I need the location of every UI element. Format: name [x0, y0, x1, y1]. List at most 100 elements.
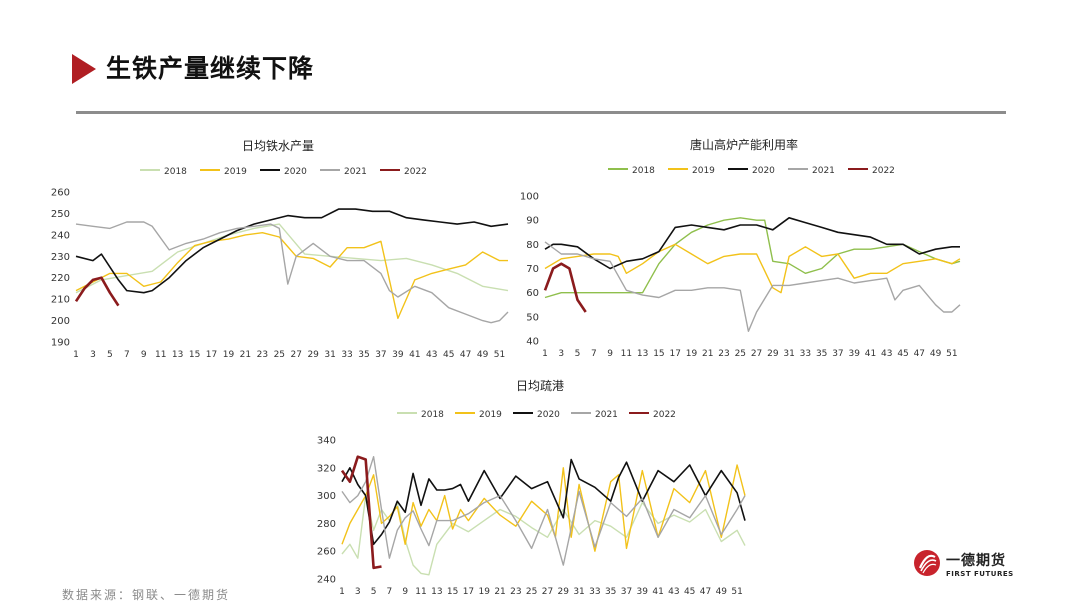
- slide-title-bar: 生铁产量继续下降: [72, 50, 672, 90]
- y-tick-label: 40: [526, 337, 539, 348]
- x-tick-label: 1: [339, 587, 345, 597]
- legend-label-2018: 2018: [421, 410, 444, 420]
- x-tick-label: 51: [946, 349, 957, 359]
- x-tick-label: 29: [307, 350, 319, 360]
- x-tick-label: 1: [73, 350, 79, 360]
- x-tick-label: 47: [914, 349, 925, 359]
- x-tick-label: 5: [107, 350, 113, 360]
- y-tick-label: 220: [51, 273, 70, 284]
- legend-label-2021: 2021: [812, 166, 835, 176]
- x-tick-label: 13: [637, 349, 648, 359]
- x-tick-label: 23: [510, 587, 521, 597]
- x-tick-label: 11: [415, 587, 426, 597]
- page-title: 生铁产量继续下降: [106, 54, 315, 83]
- x-tick-label: 9: [402, 587, 408, 597]
- x-tick-label: 31: [573, 587, 584, 597]
- legend-label-2021: 2021: [595, 410, 618, 420]
- x-tick-label: 23: [257, 350, 268, 360]
- y-tick-label: 260: [51, 188, 70, 199]
- x-tick-label: 31: [783, 349, 794, 359]
- x-tick-label: 3: [355, 587, 361, 597]
- y-tick-label: 80: [526, 240, 539, 251]
- x-tick-label: 47: [700, 587, 711, 597]
- x-tick-label: 41: [652, 587, 663, 597]
- y-tick-label: 190: [51, 338, 70, 349]
- company-logo: 一德期货 FIRST FUTURES: [912, 548, 1022, 580]
- series-line-2018: [544, 217, 961, 299]
- x-tick-label: 31: [324, 350, 335, 360]
- series-line-2021: [341, 455, 746, 566]
- x-tick-label: 35: [605, 587, 616, 597]
- x-tick-label: 45: [897, 349, 908, 359]
- x-tick-label: 35: [358, 350, 369, 360]
- series-line-2020: [341, 458, 746, 546]
- x-tick-label: 41: [409, 350, 420, 360]
- x-tick-label: 7: [591, 349, 597, 359]
- x-tick-label: 29: [767, 349, 779, 359]
- series-line-2020: [544, 217, 960, 270]
- x-tick-label: 47: [460, 350, 471, 360]
- x-tick-label: 35: [816, 349, 827, 359]
- x-tick-label: 19: [479, 587, 491, 597]
- data-source-note: 数据来源：钢联、一德期货: [62, 588, 231, 602]
- x-tick-label: 21: [494, 587, 505, 597]
- series-line-2022: [543, 262, 587, 313]
- y-tick-label: 100: [520, 192, 539, 203]
- chart-title: 日均铁水产量: [242, 139, 314, 153]
- x-tick-label: 9: [141, 350, 147, 360]
- x-tick-label: 5: [575, 349, 581, 359]
- x-tick-label: 5: [371, 587, 377, 597]
- chart-port-clearance: 日均疏港 2018 2019 2020 2021 2022 240 260 280 300 320 3…: [317, 378, 746, 597]
- x-tick-label: 21: [240, 350, 251, 360]
- x-tick-label: 25: [735, 349, 746, 359]
- chart-title: 日均疏港: [516, 378, 564, 393]
- series-line-2020: [75, 208, 509, 294]
- x-tick-label: 19: [686, 349, 698, 359]
- x-tick-label: 11: [155, 350, 166, 360]
- y-tick-label: 250: [51, 209, 70, 220]
- legend-label-2020: 2020: [284, 167, 307, 177]
- y-tick-label: 210: [51, 295, 70, 306]
- x-tick-label: 19: [223, 350, 235, 360]
- legend-label-2022: 2022: [404, 167, 427, 177]
- x-tick-label: 9: [607, 349, 613, 359]
- x-tick-label: 17: [669, 349, 680, 359]
- y-tick-label: 260: [317, 547, 336, 558]
- legend-label-2019: 2019: [224, 167, 247, 177]
- series-line-2021: [544, 241, 961, 333]
- y-tick-label: 340: [317, 436, 336, 447]
- x-tick-label: 37: [832, 349, 843, 359]
- x-tick-label: 17: [206, 350, 217, 360]
- y-tick-label: 70: [526, 264, 539, 275]
- x-tick-label: 13: [431, 587, 442, 597]
- x-tick-label: 51: [494, 350, 505, 360]
- x-tick-label: 39: [637, 587, 649, 597]
- title-divider: [76, 111, 1006, 114]
- chart-title: 唐山高炉产能利用率: [690, 137, 798, 152]
- y-tick-label: 50: [526, 312, 539, 323]
- x-tick-label: 11: [621, 349, 632, 359]
- x-tick-label: 27: [542, 587, 553, 597]
- series-line-2018: [75, 223, 509, 294]
- x-tick-label: 33: [800, 349, 811, 359]
- y-tick-label: 320: [317, 463, 336, 474]
- legend-label-2022: 2022: [872, 166, 895, 176]
- x-tick-label: 15: [447, 587, 458, 597]
- x-tick-label: 7: [124, 350, 130, 360]
- series-line-2019: [544, 243, 961, 294]
- x-tick-label: 49: [930, 349, 942, 359]
- legend-label-2018: 2018: [632, 166, 655, 176]
- x-tick-label: 45: [443, 350, 454, 360]
- chart-panel-1: 日均铁水产量 2018 2019 2020 2021 2022 190 200 210 220 23…: [38, 130, 518, 366]
- y-tick-label: 60: [526, 288, 539, 299]
- x-tick-label: 1: [542, 349, 548, 359]
- x-tick-label: 41: [865, 349, 876, 359]
- x-tick-label: 13: [172, 350, 183, 360]
- x-tick-label: 15: [189, 350, 200, 360]
- x-tick-label: 29: [558, 587, 570, 597]
- y-tick-label: 300: [317, 491, 336, 502]
- series-line-2019: [75, 231, 508, 320]
- x-tick-label: 7: [387, 587, 393, 597]
- x-tick-label: 33: [589, 587, 600, 597]
- x-tick-label: 27: [291, 350, 302, 360]
